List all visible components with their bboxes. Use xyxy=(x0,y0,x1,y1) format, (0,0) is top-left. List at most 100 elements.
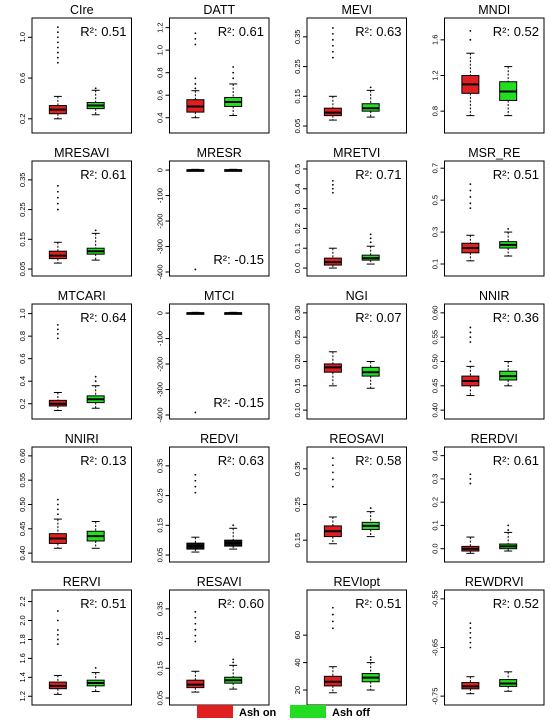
y-tick-label: 0.6 xyxy=(156,90,165,100)
y-tick-label: 0.6 xyxy=(18,353,27,363)
outlier-point xyxy=(331,620,334,623)
y-tick-label: 0.8 xyxy=(18,331,27,341)
box-group-ash-off xyxy=(361,361,380,389)
outlier-point xyxy=(232,524,235,527)
r-squared-label: R²: 0.52 xyxy=(493,596,539,611)
panel-ngi: NGI 0.10 0.15 0.20 0.25 0.30 R²: 0.07 xyxy=(293,289,407,420)
legend-label-ash-on: Ash on xyxy=(239,707,277,719)
outlier-point xyxy=(94,375,97,378)
box-group-ash-on xyxy=(186,610,205,693)
panel-title: NNIRI xyxy=(65,432,99,446)
outlier-point xyxy=(194,32,197,35)
box-group-ash-on xyxy=(48,610,67,695)
panel-msr-re: MSR_RE 0.1 0.3 0.5 0.7 R²: 0.51 xyxy=(431,146,545,277)
panel-title: REDVI xyxy=(200,432,238,446)
y-tick-label: 0.2 xyxy=(293,223,302,233)
box-group-ash-on xyxy=(186,311,205,414)
outlier-point xyxy=(469,331,472,334)
outlier-point xyxy=(331,50,334,53)
y-tick-label: 1.0 xyxy=(18,32,27,42)
y-tick-label: 0.35 xyxy=(293,462,302,477)
plot-frame xyxy=(306,589,407,706)
outlier-point xyxy=(331,606,334,609)
r-squared-label: R²: 0.63 xyxy=(355,24,401,39)
y-tick-label: 0.15 xyxy=(293,379,302,394)
box-group-ash-on xyxy=(323,27,342,121)
plot-frame xyxy=(444,446,545,563)
y-tick-label: 0.35 xyxy=(156,602,165,617)
y-tick-label: 0.15 xyxy=(293,533,302,548)
y-tick-label: 60 xyxy=(293,631,302,639)
y-tick-label: 0.25 xyxy=(293,497,302,512)
y-tick-label: 0.35 xyxy=(18,173,27,188)
box-group-ash-off xyxy=(224,311,243,315)
outlier-point xyxy=(469,207,472,210)
outlier-point xyxy=(507,227,510,230)
plot-frame xyxy=(169,160,270,277)
panel-nniri: NNIRI 0.40 0.45 0.50 0.55 0.60 R²: 0.13 xyxy=(18,432,132,563)
box-group-ash-off xyxy=(499,66,518,117)
y-tick-label: 1.2 xyxy=(18,691,27,701)
y-tick-label: 0.45 xyxy=(431,379,440,394)
outlier-point xyxy=(507,524,510,527)
panel-title: RERVI xyxy=(63,575,101,589)
box-group-ash-off xyxy=(361,507,380,538)
outlier-point xyxy=(194,411,197,414)
y-tick-label: 0.4 xyxy=(156,113,165,123)
r-squared-label: R²: 0.51 xyxy=(355,596,401,611)
outlier-point xyxy=(232,77,235,80)
outlier-point xyxy=(56,31,59,34)
r-squared-label: R²: 0.51 xyxy=(80,24,126,39)
outlier-point xyxy=(232,71,235,74)
outlier-point xyxy=(194,37,197,40)
y-tick-label: 0.25 xyxy=(293,59,302,74)
outlier-point xyxy=(469,189,472,192)
y-tick-label: 1.0 xyxy=(156,45,165,55)
panel-title: RERDVI xyxy=(471,432,518,446)
outlier-point xyxy=(56,643,59,646)
y-tick-label: 0.25 xyxy=(156,488,165,503)
outlier-point xyxy=(331,27,334,29)
y-tick-label: 0.05 xyxy=(156,691,165,706)
y-tick-label: 0.05 xyxy=(18,262,27,277)
y-tick-label: 0.50 xyxy=(18,497,27,512)
outlier-point xyxy=(469,473,472,476)
box-group-ash-on xyxy=(48,323,67,411)
outlier-point xyxy=(56,56,59,59)
box-group-ash-on xyxy=(186,473,205,553)
outlier-point xyxy=(331,56,334,59)
panel-title: MEVI xyxy=(341,3,372,17)
outlier-point xyxy=(94,380,97,383)
outlier-point xyxy=(194,634,197,637)
y-tick-label: 0.7 xyxy=(431,163,440,173)
y-tick-label: 0.35 xyxy=(293,30,302,45)
y-tick-label: -400 xyxy=(156,407,165,422)
y-tick-label: 0.2 xyxy=(18,114,27,124)
outlier-point xyxy=(469,632,472,634)
r-squared-label: R²: 0.51 xyxy=(80,596,126,611)
y-tick-label: 0.3 xyxy=(431,474,440,484)
panel-title: MRETVI xyxy=(333,146,380,160)
box-group-ash-off xyxy=(86,521,105,549)
outlier-point xyxy=(331,627,334,630)
plot-frame xyxy=(31,303,132,420)
r-squared-label: R²: -0.15 xyxy=(213,252,264,267)
y-tick-label: 0.20 xyxy=(293,354,302,369)
y-tick-label: -0.75 xyxy=(431,688,440,705)
outlier-point xyxy=(56,190,59,193)
outlier-point xyxy=(56,323,59,326)
outlier-point xyxy=(331,183,334,186)
outlier-point xyxy=(369,507,372,509)
y-tick-label: 0.1 xyxy=(431,520,440,530)
box-group-ash-off xyxy=(86,87,105,116)
outlier-point xyxy=(56,513,59,516)
box-group-ash-off xyxy=(224,658,243,690)
plot-frame xyxy=(169,446,270,563)
outlier-point xyxy=(56,610,59,612)
y-tick-label: 2.0 xyxy=(18,615,27,625)
panel-title: DATT xyxy=(203,3,235,17)
y-tick-label: 0.45 xyxy=(18,522,27,537)
y-tick-label: -100 xyxy=(156,331,165,346)
r-squared-label: R²: 0.07 xyxy=(355,310,401,325)
panel-reviopt: REVIopt 20 40 60 R²: 0.51 xyxy=(293,575,407,706)
